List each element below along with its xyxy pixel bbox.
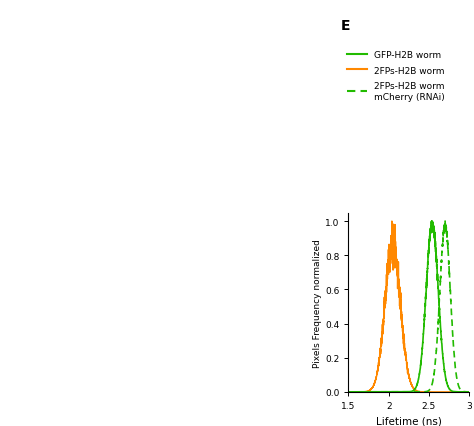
X-axis label: Lifetime (ns): Lifetime (ns) <box>376 415 442 426</box>
Text: E: E <box>340 19 350 33</box>
Legend: GFP-H2B worm, 2FPs-H2B worm, 2FPs-H2B worm
mCherry (RNAi): GFP-H2B worm, 2FPs-H2B worm, 2FPs-H2B wo… <box>344 47 448 105</box>
Y-axis label: Pixels Frequency normalized: Pixels Frequency normalized <box>313 238 322 367</box>
